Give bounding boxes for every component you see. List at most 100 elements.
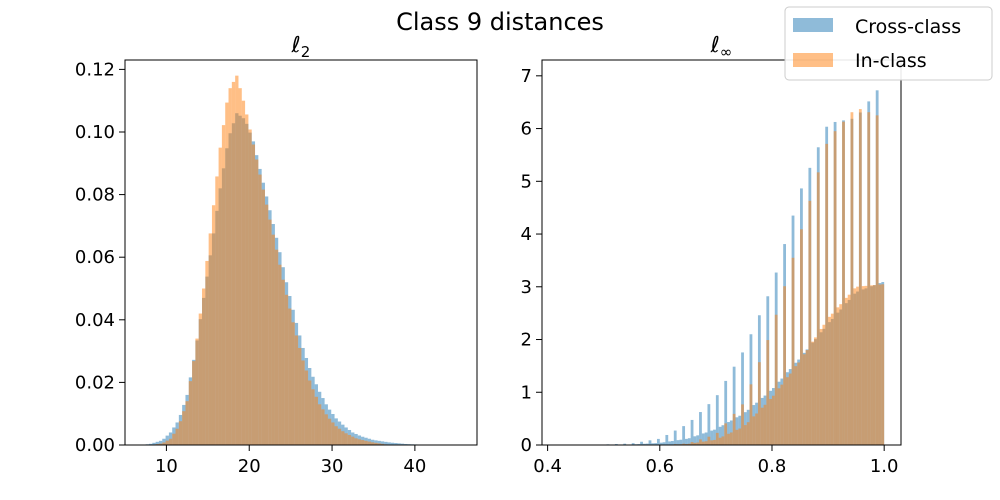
bar-linf-in-class xyxy=(713,439,716,445)
bar-l2-in-class xyxy=(281,279,285,445)
x-tick-label: 0.8 xyxy=(758,456,787,477)
bar-linf-cross-class xyxy=(645,443,649,445)
y-axis-ticks-l2: 0.00 0.02 0.04 0.06 0.08 0.10 0.12 xyxy=(75,59,125,456)
bar-linf-in-class xyxy=(783,286,786,445)
bar-linf-in-class xyxy=(828,316,831,445)
bar-linf-in-class xyxy=(800,229,803,445)
y-tick-label: 4 xyxy=(521,224,532,245)
x-tick-label: 0.4 xyxy=(533,456,562,477)
histogram-bars-linf xyxy=(603,90,885,446)
x-axis-ticks-l2: 10 20 30 40 xyxy=(155,445,426,477)
y-tick-label: 5 xyxy=(521,171,532,192)
bar-linf-in-class xyxy=(791,257,795,445)
bar-l2-cross-class xyxy=(387,442,391,445)
bar-linf-in-class xyxy=(850,112,854,446)
x-tick-label: 40 xyxy=(403,456,426,477)
bar-linf-cross-class xyxy=(623,443,627,445)
y-tick-label: 3 xyxy=(521,277,532,298)
bar-l2-in-class xyxy=(374,442,378,445)
bar-l2-in-class xyxy=(337,428,342,445)
bar-linf-in-class xyxy=(788,373,792,445)
y-tick-label: 0 xyxy=(521,435,532,456)
bar-l2-in-class xyxy=(251,144,256,445)
bar-linf-in-class xyxy=(757,362,761,445)
bar-l2-cross-class xyxy=(155,441,159,445)
bar-linf-in-class xyxy=(755,413,758,445)
bar-linf-in-class xyxy=(752,416,756,445)
bar-linf-cross-class xyxy=(699,412,702,445)
y-tick-label: 6 xyxy=(521,119,532,140)
bar-linf-in-class xyxy=(814,337,817,445)
bar-l2-in-class xyxy=(195,338,199,445)
y-tick-label: 2 xyxy=(521,330,532,351)
bar-linf-in-class xyxy=(825,143,829,446)
bar-linf-cross-class xyxy=(727,422,730,445)
bar-linf-in-class xyxy=(727,433,730,445)
legend-swatch-in-class xyxy=(793,53,833,67)
bar-l2-in-class xyxy=(158,443,163,445)
bar-linf-in-class xyxy=(833,131,837,445)
panel-title-l2-sub: 2 xyxy=(301,43,311,61)
bar-linf-in-class xyxy=(847,294,851,445)
bar-linf-in-class xyxy=(735,429,739,445)
bar-linf-cross-class xyxy=(659,442,663,445)
bar-linf-cross-class xyxy=(715,395,719,445)
bar-linf-in-class xyxy=(872,285,876,445)
bar-linf-in-class xyxy=(881,284,885,445)
y-tick-label: 1 xyxy=(521,382,532,403)
panel-title-linf: ℓ∞ xyxy=(710,33,733,61)
bar-linf-cross-class xyxy=(707,404,711,445)
bar-linf-in-class xyxy=(802,354,806,445)
bar-l2-in-class xyxy=(304,370,309,445)
bar-l2-cross-class xyxy=(152,442,156,445)
bar-linf-in-class xyxy=(704,441,708,445)
bar-linf-cross-class xyxy=(704,432,708,445)
bar-l2-cross-class xyxy=(404,443,408,445)
bar-l2-in-class xyxy=(370,442,375,445)
bar-l2-in-class xyxy=(327,418,332,445)
bar-linf-cross-class xyxy=(713,429,716,445)
bar-l2-in-class xyxy=(291,322,295,445)
bar-l2-in-class xyxy=(162,442,166,445)
bar-linf-in-class xyxy=(766,340,770,445)
bar-l2-in-class xyxy=(182,411,186,445)
bar-linf-in-class xyxy=(682,443,686,445)
bar-l2-in-class xyxy=(258,174,262,445)
y-tick-label: 0.12 xyxy=(75,59,115,80)
bar-linf-cross-class xyxy=(668,441,672,445)
bar-l2-in-class xyxy=(208,233,212,445)
bar-l2-in-class xyxy=(172,433,176,445)
x-tick-label: 0.6 xyxy=(645,456,674,477)
bar-l2-in-class xyxy=(245,114,249,446)
bar-l2-in-class xyxy=(264,204,269,445)
bar-l2-in-class xyxy=(288,308,292,445)
bar-l2-in-class xyxy=(185,401,189,445)
bar-l2-in-class xyxy=(218,147,222,445)
bar-linf-in-class xyxy=(710,440,714,445)
bar-l2-in-class xyxy=(198,313,203,445)
bar-linf-in-class xyxy=(701,441,705,445)
bar-l2-in-class xyxy=(165,440,169,445)
bar-linf-cross-class xyxy=(732,366,736,445)
bar-linf-in-class xyxy=(771,395,775,445)
bar-linf-cross-class xyxy=(696,435,700,445)
bar-linf-cross-class xyxy=(671,440,674,445)
bar-linf-in-class xyxy=(853,288,857,445)
bar-linf-cross-class xyxy=(710,430,714,445)
bar-l2-in-class xyxy=(278,264,282,445)
bar-l2-cross-class xyxy=(165,435,169,445)
bar-linf-in-class xyxy=(760,407,764,445)
bar-linf-in-class xyxy=(864,285,868,445)
bar-linf-in-class xyxy=(797,362,801,445)
bar-linf-in-class xyxy=(867,112,871,446)
bar-l2-in-class xyxy=(361,440,365,445)
x-axis-ticks-linf: 0.4 0.6 0.8 1.0 xyxy=(533,445,898,477)
bar-l2-cross-class xyxy=(400,443,405,445)
bar-linf-cross-class xyxy=(662,442,666,445)
bar-l2-in-class xyxy=(238,88,242,446)
bar-l2-in-class xyxy=(231,81,236,445)
bar-l2-in-class xyxy=(301,360,305,445)
bar-l2-in-class xyxy=(354,438,358,445)
x-tick-label: 1.0 xyxy=(870,456,899,477)
bar-linf-cross-class xyxy=(654,443,657,445)
